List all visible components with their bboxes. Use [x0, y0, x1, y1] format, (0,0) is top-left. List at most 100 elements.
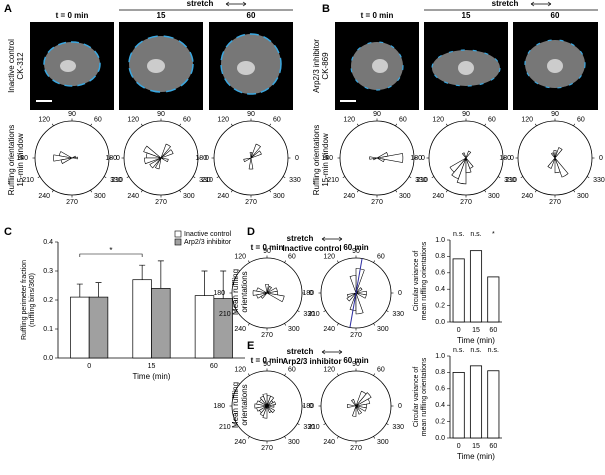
angle-label: 300	[377, 439, 389, 446]
angle-label: 300	[288, 326, 300, 333]
angle-tick	[431, 176, 435, 179]
angle-label: 330	[392, 311, 404, 318]
y-axis-label: Ruffling perimeter fraction	[21, 260, 28, 340]
angle-tick	[573, 123, 576, 127]
rose-petal	[250, 150, 262, 159]
angle-label: 90	[352, 248, 360, 255]
x-tick-label: 0	[457, 443, 461, 450]
angle-tick	[336, 260, 339, 263]
rose-petal	[160, 157, 169, 163]
angle-tick	[247, 260, 250, 263]
y-tick-label: 0.4	[435, 402, 445, 409]
rose-petal	[351, 399, 357, 407]
angle-label: 180	[499, 155, 511, 162]
y-tick-label: 0.2	[435, 418, 445, 425]
angle-tick	[386, 310, 389, 313]
rose-petal	[262, 405, 268, 419]
angle-label: 90	[68, 111, 76, 118]
angle-tick	[297, 310, 300, 313]
angle-label: 0	[421, 155, 425, 162]
angle-tick	[342, 176, 346, 179]
angle-tick	[373, 436, 376, 439]
angle-label: 60	[288, 253, 296, 260]
rose-petal	[149, 157, 162, 169]
angle-tick	[497, 176, 501, 179]
row-label: CK-312	[16, 52, 25, 80]
angle-label: 210	[308, 311, 320, 318]
stretch-arrow	[530, 1, 552, 7]
row-label: Arp2/3 inhibitor	[312, 39, 321, 93]
angle-label: 270	[549, 199, 561, 206]
angle-tick	[284, 436, 287, 439]
row-label: 15-min window	[16, 133, 25, 187]
rose-petal	[449, 157, 467, 173]
angle-label: 330	[199, 177, 211, 184]
angle-tick	[247, 436, 250, 439]
angle-tick	[179, 123, 182, 127]
angle-tick	[386, 423, 389, 426]
angle-label: 330	[289, 177, 301, 184]
angle-label: 180	[195, 155, 207, 162]
angle-label: 120	[234, 253, 246, 260]
error-bar	[76, 283, 83, 298]
significance-label: *	[109, 246, 112, 255]
angle-tick	[90, 123, 93, 127]
rose-petal	[376, 157, 385, 163]
rose-petal	[554, 157, 569, 178]
angle-label: 90	[247, 111, 255, 118]
x-tick-label: 15	[472, 443, 480, 450]
rose-petal	[355, 292, 364, 315]
angle-label: 180	[302, 403, 314, 410]
angle-label: 210	[505, 177, 517, 184]
angle-label: 240	[127, 193, 139, 200]
angle-tick	[373, 373, 376, 376]
angle-label: 60	[273, 117, 281, 124]
stretch-label: stretch	[187, 0, 214, 8]
bar	[452, 371, 465, 439]
angle-tick	[140, 189, 143, 193]
bar	[469, 250, 483, 323]
angle-label: 300	[288, 439, 300, 446]
angle-label: 120	[521, 117, 533, 124]
rose-petal	[456, 157, 467, 185]
angle-label: 90	[263, 248, 271, 255]
angle-label: 240	[234, 326, 246, 333]
angle-tick	[445, 189, 448, 193]
angle-tick	[534, 189, 537, 193]
angle-tick	[282, 176, 286, 179]
angle-tick	[356, 189, 359, 193]
significance-bracket	[79, 253, 143, 257]
bar	[88, 296, 109, 359]
rose-petal	[266, 395, 275, 407]
error-bar	[139, 264, 146, 280]
angle-label: 120	[432, 117, 444, 124]
rose-petal	[71, 156, 78, 160]
rose-petal	[551, 152, 556, 159]
angle-label: 270	[350, 332, 362, 339]
rose-petal	[53, 154, 73, 162]
angle-label: 330	[392, 424, 404, 431]
y-tick-label: 0.8	[435, 253, 445, 260]
angle-tick	[284, 323, 287, 326]
angle-label: 120	[343, 117, 355, 124]
angle-tick	[534, 123, 537, 127]
mean-direction	[349, 258, 363, 328]
y-tick-label: 0.6	[435, 270, 445, 277]
angle-tick	[323, 310, 326, 313]
angle-label: 0	[309, 403, 313, 410]
angle-tick	[247, 323, 250, 326]
bar	[469, 365, 483, 439]
micrographs	[30, 22, 598, 110]
angle-label: 180	[302, 290, 314, 297]
angle-label: 90	[551, 111, 559, 118]
rose-petal	[462, 152, 467, 159]
rose-petal	[266, 287, 278, 294]
y-tick-label: 0.4	[435, 286, 445, 293]
angle-label: 210	[22, 177, 34, 184]
angle-label: 60	[183, 117, 191, 124]
angle-tick	[395, 189, 398, 193]
angle-tick	[247, 373, 250, 376]
rose-petal	[355, 287, 363, 294]
angle-tick	[297, 423, 300, 426]
angle-label: 300	[577, 193, 589, 200]
